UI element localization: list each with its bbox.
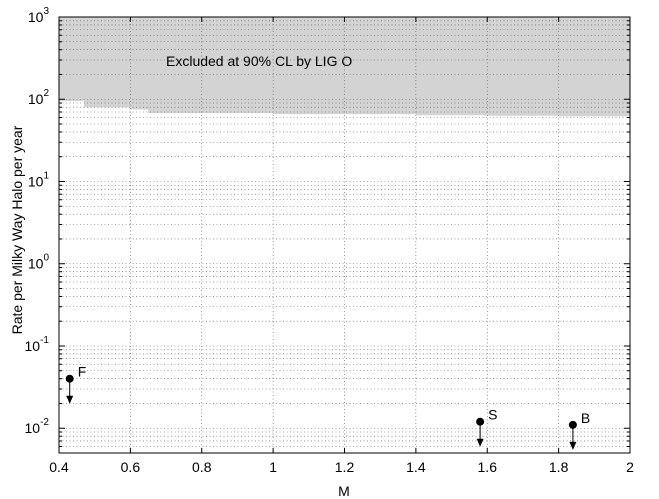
y-tick-label: 101 — [28, 170, 50, 189]
y-axis-label: Rate per Milky Way Halo per year — [9, 125, 25, 334]
data-point-marker — [568, 420, 577, 429]
upper-limit-arrow-head — [569, 441, 577, 450]
x-tick-label: 0.6 — [121, 459, 141, 475]
data-point-label: F — [78, 364, 87, 380]
y-tick-label: 10-1 — [25, 335, 50, 354]
x-tick-label: 1.2 — [335, 459, 355, 475]
x-tick-label: 1.6 — [478, 459, 498, 475]
data-point-marker — [65, 374, 74, 383]
data-point-s: S — [476, 407, 497, 447]
x-tick-label: 0.8 — [192, 459, 212, 475]
x-tick-label: 1.8 — [549, 459, 569, 475]
x-tick-label: 1.4 — [406, 459, 426, 475]
x-tick-label: 1 — [269, 459, 277, 475]
data-point-label: B — [581, 410, 590, 426]
data-point-b: B — [568, 410, 590, 450]
x-tick-label: 0.4 — [49, 459, 69, 475]
excluded-region-label: Excluded at 90% CL by LIG O — [166, 53, 352, 69]
upper-limit-arrow-head — [476, 438, 484, 447]
data-point-f: F — [65, 364, 87, 404]
data-point-label: S — [488, 407, 497, 423]
x-axis-label: M — [338, 483, 350, 499]
x-tick-label: 2 — [626, 459, 634, 475]
y-tick-label: 100 — [28, 253, 50, 272]
y-tick-label: 10-2 — [25, 417, 50, 436]
upper-limit-arrow-head — [66, 395, 74, 404]
y-tick-label: 103 — [28, 6, 50, 25]
y-tick-label: 102 — [28, 88, 50, 107]
data-point-marker — [476, 417, 485, 426]
